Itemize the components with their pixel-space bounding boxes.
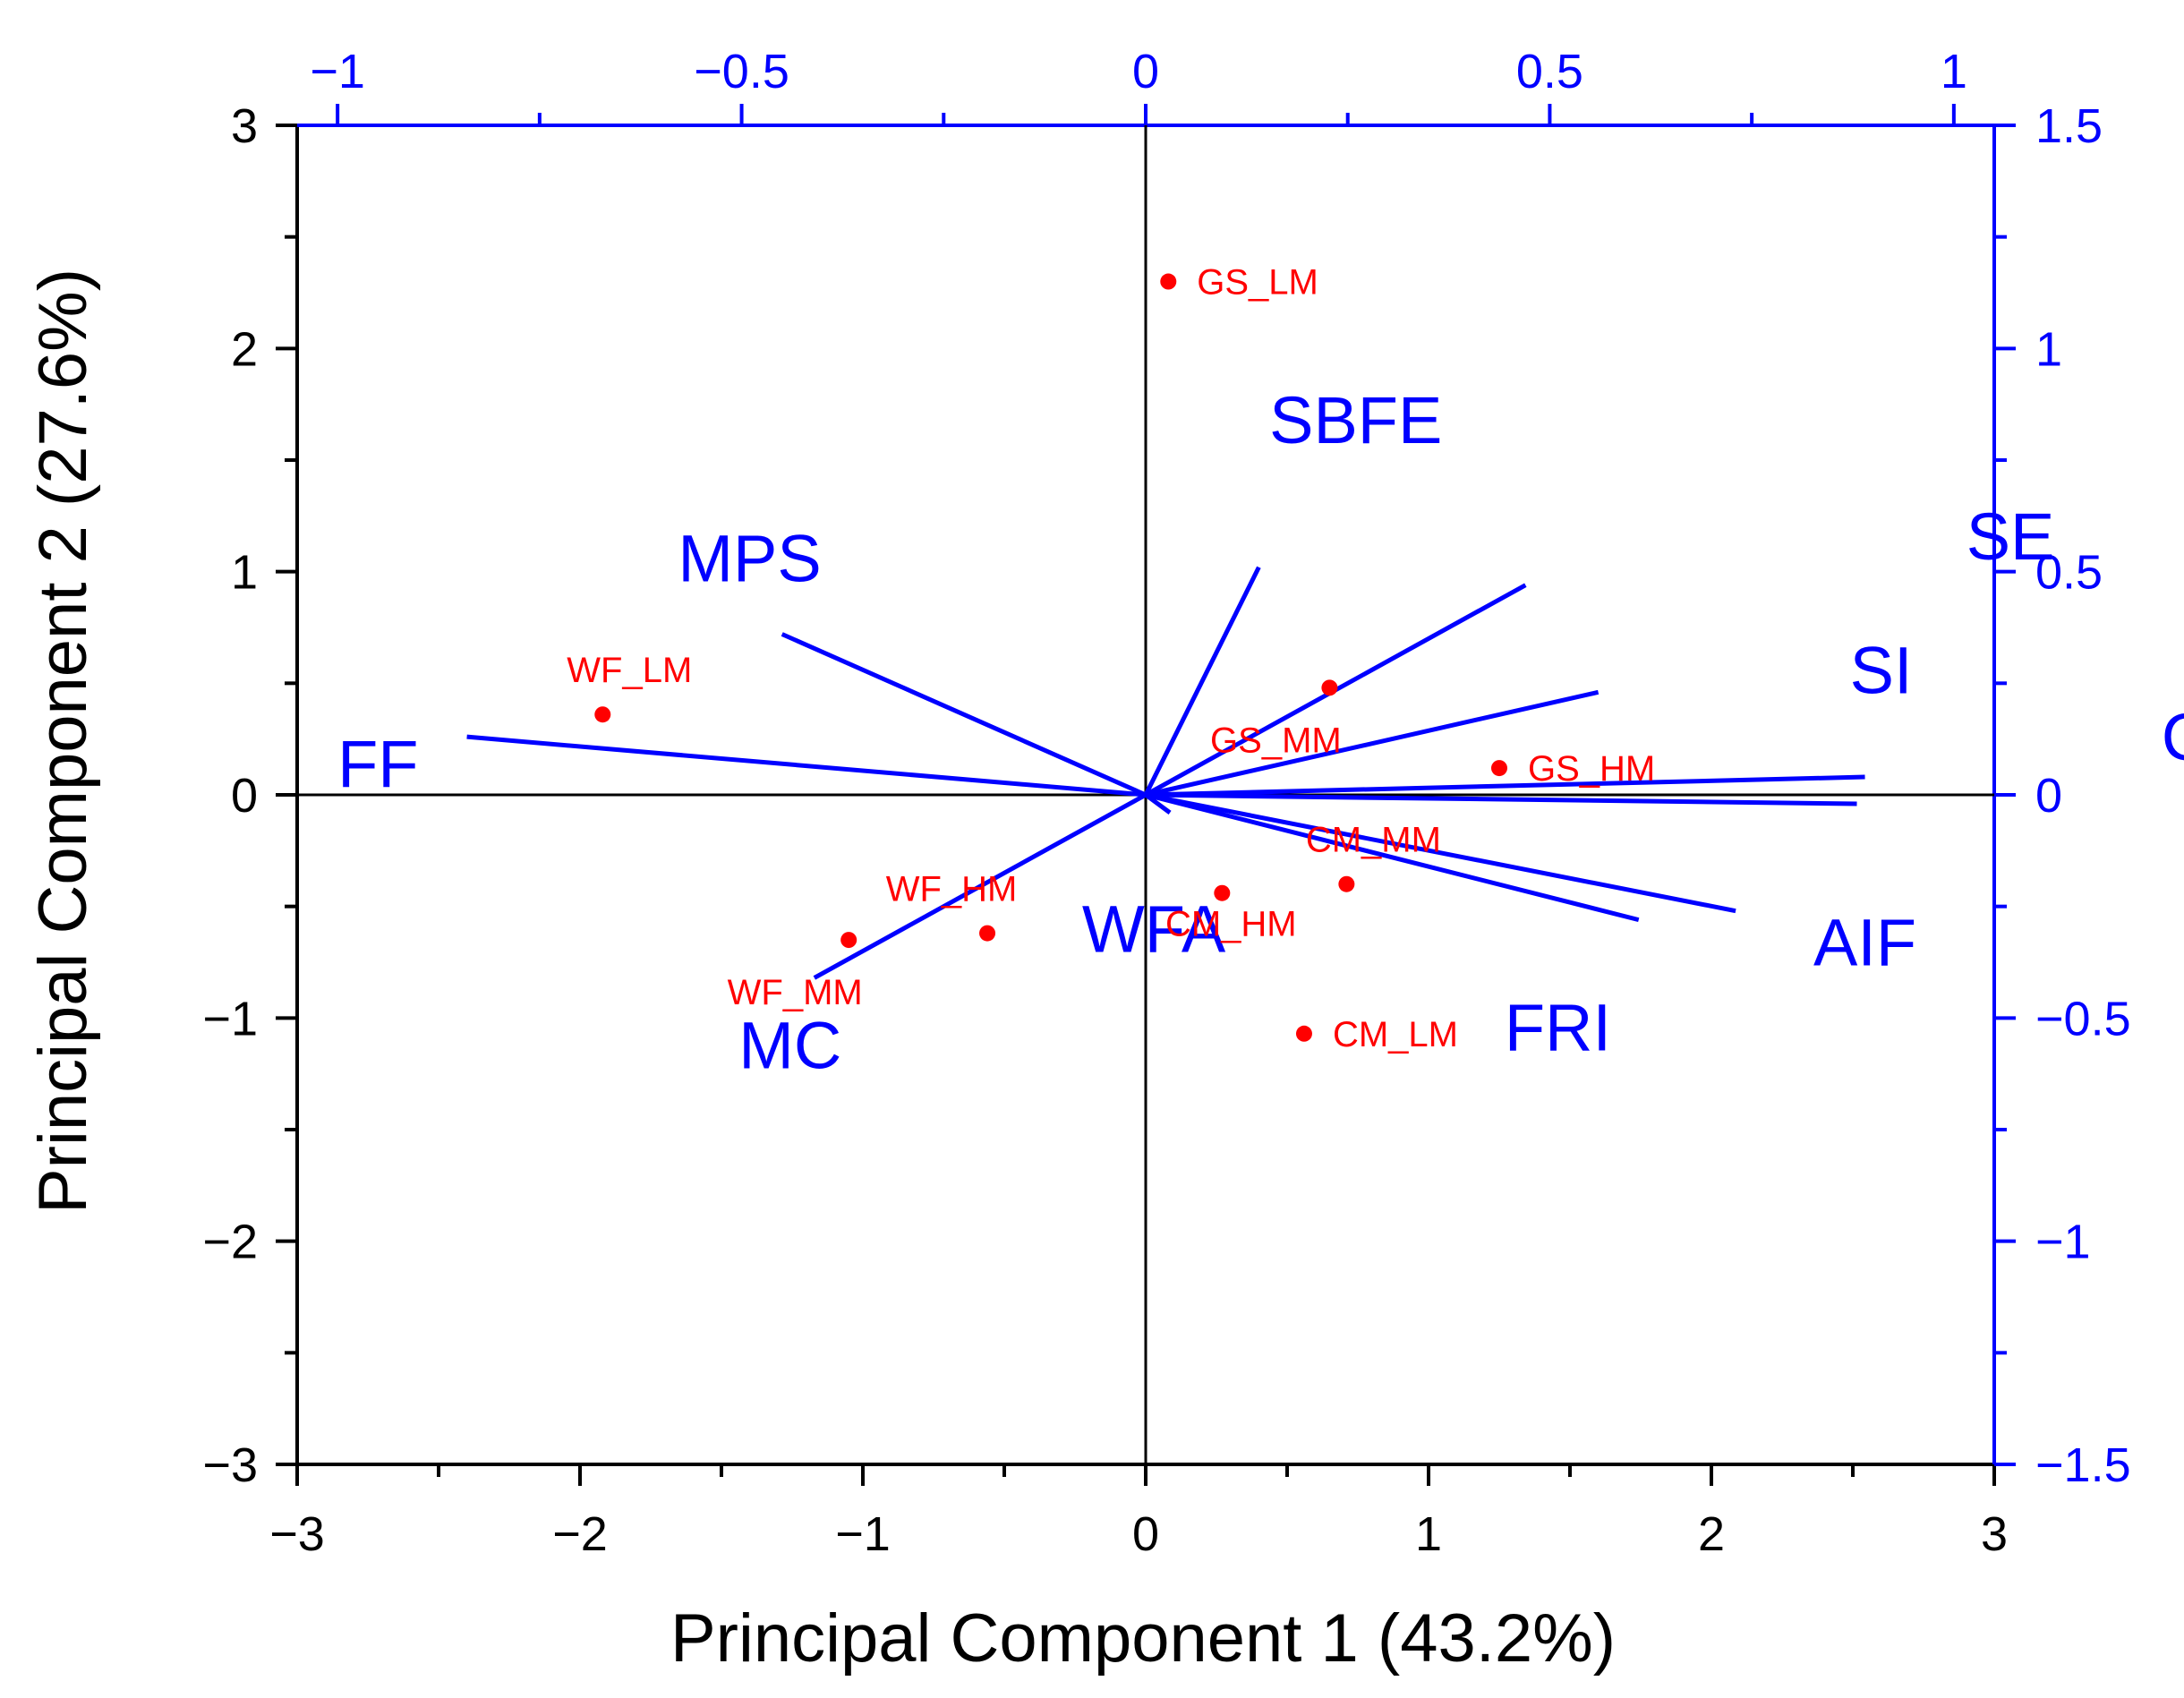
x-tick-label: 0 (1132, 1507, 1159, 1561)
score-point-wf-lm (594, 706, 611, 723)
score-label-cm-hm: CM_HM (1165, 905, 1297, 944)
loading-label-mc: MC (738, 1008, 841, 1082)
top-tick-label: −0.5 (694, 45, 789, 98)
loading-label-ff: FF (337, 727, 418, 801)
score-point-gs-mm (1321, 679, 1338, 696)
x-axis-title: Principal Component 1 (43.2%) (670, 1600, 1616, 1677)
loading-label-cohesion: Cohesion (2162, 700, 2184, 774)
tick-group: −3 −2 −1 0 1 2 3 −3 −2 −1 0 1 2 3 −1 −0.5 0 0.5 1 −1.5 −1 −0.… (202, 45, 2130, 1561)
loading-vectors-group: SBFESESICohesionUYSAIFFRIWFAMCMPSFF (337, 383, 2184, 1082)
loading-vector-cohesion (1145, 774, 1865, 798)
y-tick-label: 3 (231, 99, 258, 153)
score-label-wf-mm: WF_MM (728, 973, 863, 1012)
top-tick-label: −1 (310, 45, 365, 98)
score-label-wf-hm: WF_HM (886, 870, 1018, 909)
loading-label-wfa: WFA (1082, 892, 1226, 967)
loading-vector-mps (781, 632, 1147, 798)
score-label-wf-lm: WF_LM (567, 651, 692, 690)
score-label-cm-mm: CM_MM (1306, 821, 1441, 860)
y-tick-label: −1 (202, 992, 258, 1045)
score-point-cm-lm (1295, 1025, 1312, 1042)
loading-label-aif: AIF (1813, 906, 1916, 980)
score-point-wf-hm (979, 925, 996, 942)
score-label-cm-lm: CM_LM (1333, 1015, 1458, 1054)
loading-vector-wfa (1144, 792, 1172, 815)
top-tick-label: 1 (1941, 45, 1967, 98)
right-tick-label: 1 (2035, 322, 2062, 376)
loading-label-mps: MPS (678, 522, 821, 596)
loading-vector-aif (1145, 792, 1736, 914)
y-tick-label: 0 (231, 769, 258, 823)
x-tick-label: −3 (269, 1507, 325, 1561)
loading-label-se: SE (1966, 499, 2055, 574)
x-tick-label: −1 (835, 1507, 891, 1561)
score-point-gs-hm (1491, 760, 1507, 777)
loading-label-sbfe: SBFE (1269, 383, 1442, 457)
x-tick-label: 3 (1981, 1507, 2008, 1561)
y-tick-label: −3 (202, 1438, 258, 1492)
right-tick-label: 1.5 (2035, 99, 2103, 153)
loading-vector-si (1145, 689, 1600, 798)
right-tick-label: −0.5 (2035, 992, 2131, 1045)
score-point-cm-mm (1338, 875, 1355, 892)
y-tick-label: −2 (202, 1216, 258, 1269)
x-tick-label: 1 (1415, 1507, 1442, 1561)
y-axis-title: Principal Component 2 (27.6%) (25, 269, 101, 1214)
right-tick-label: −1.5 (2035, 1438, 2131, 1492)
loading-vector-sbfe (1143, 566, 1261, 797)
right-tick-label: 0 (2035, 769, 2062, 823)
top-tick-label: 0.5 (1516, 45, 1583, 98)
x-tick-label: −2 (552, 1507, 608, 1561)
score-label-gs-hm: GS_HM (1528, 749, 1655, 789)
loading-vector-mc (813, 792, 1147, 980)
score-point-wf-mm (840, 932, 857, 949)
score-label-gs-lm: GS_LM (1197, 263, 1318, 303)
score-label-gs-mm: GS_MM (1210, 721, 1342, 760)
loading-vector-ff (466, 734, 1147, 798)
score-point-gs-lm (1160, 273, 1177, 290)
score-points-group: GS_LM GS_MM GS_HM WF_LM WF_HM WF_MM CM_MM CM_HM… (567, 263, 1655, 1054)
loading-label-fri: FRI (1505, 990, 1611, 1064)
loading-vector-fri (1145, 792, 1640, 923)
score-point-cm-hm (1214, 884, 1231, 901)
top-tick-label: 0 (1132, 45, 1159, 98)
right-tick-label: 0.5 (2035, 546, 2103, 600)
right-tick-label: −1 (2035, 1216, 2091, 1269)
y-tick-label: 1 (231, 546, 258, 600)
loading-label-si: SI (1850, 633, 1913, 707)
x-tick-label: 2 (1698, 1507, 1725, 1561)
y-tick-label: 2 (231, 322, 258, 376)
loading-vector-uys (1145, 792, 1857, 806)
